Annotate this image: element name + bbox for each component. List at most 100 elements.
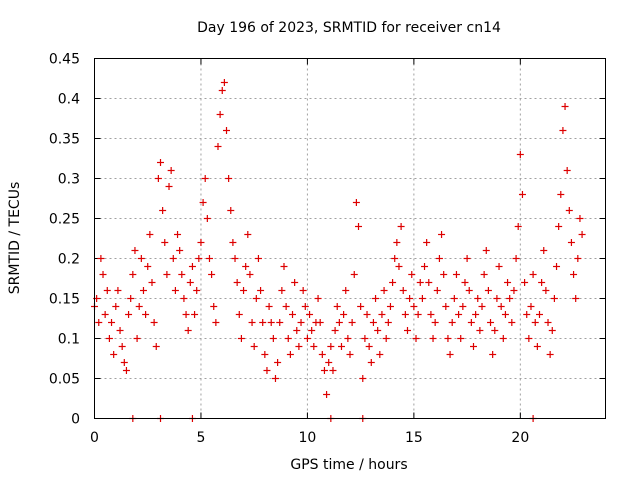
data-point <box>352 199 360 206</box>
data-point <box>297 319 305 326</box>
data-point <box>242 263 250 270</box>
data-point <box>118 343 126 350</box>
data-point <box>299 287 307 294</box>
data-point <box>327 343 335 350</box>
data-point <box>120 359 128 366</box>
data-point <box>382 335 390 342</box>
data-point <box>254 255 262 262</box>
data-point <box>531 319 539 326</box>
data-point <box>280 263 288 270</box>
data-point <box>535 311 543 318</box>
data-point <box>101 311 109 318</box>
y-tick-label: 0.25 <box>49 212 80 228</box>
data-point <box>406 295 414 302</box>
data-point <box>103 287 111 294</box>
data-point <box>146 231 154 238</box>
data-point <box>301 303 309 310</box>
data-point <box>572 295 580 302</box>
data-point <box>178 271 186 278</box>
data-point <box>386 303 394 310</box>
data-point <box>329 367 337 374</box>
data-point <box>472 311 480 318</box>
y-tick-label: 0.1 <box>58 332 80 348</box>
data-point <box>397 223 405 230</box>
data-point <box>199 199 207 206</box>
data-point <box>320 367 328 374</box>
data-point <box>150 319 158 326</box>
data-point <box>267 319 275 326</box>
data-point <box>282 303 290 310</box>
data-point <box>276 319 284 326</box>
data-point <box>184 327 192 334</box>
data-point <box>506 295 514 302</box>
data-point <box>108 319 116 326</box>
data-point <box>191 311 199 318</box>
data-point <box>391 255 399 262</box>
data-point <box>182 311 190 318</box>
data-point <box>574 255 582 262</box>
data-point <box>359 375 367 382</box>
data-point <box>348 319 356 326</box>
data-point <box>578 231 586 238</box>
data-point <box>157 159 165 166</box>
data-point <box>516 151 524 158</box>
data-point <box>423 239 431 246</box>
data-point <box>478 303 486 310</box>
data-point <box>203 215 211 222</box>
data-point <box>538 279 546 286</box>
data-point <box>529 271 537 278</box>
data-point <box>333 303 341 310</box>
data-point <box>310 343 318 350</box>
data-point <box>546 351 554 358</box>
data-point <box>412 335 420 342</box>
data-point <box>212 319 220 326</box>
data-point <box>161 239 169 246</box>
data-point <box>97 255 105 262</box>
data-points <box>91 79 586 422</box>
data-point <box>374 327 382 334</box>
data-point <box>459 303 467 310</box>
data-point <box>393 239 401 246</box>
data-point <box>265 303 273 310</box>
data-point <box>410 303 418 310</box>
data-point <box>372 295 380 302</box>
data-point <box>139 287 147 294</box>
data-point <box>431 319 439 326</box>
data-point <box>403 327 411 334</box>
data-point <box>489 351 497 358</box>
data-point <box>295 343 303 350</box>
data-point <box>323 391 331 398</box>
data-point <box>337 343 345 350</box>
data-point <box>306 311 314 318</box>
data-point <box>518 191 526 198</box>
data-point <box>233 279 241 286</box>
data-point <box>438 231 446 238</box>
grid-lines <box>94 58 606 419</box>
data-point <box>550 295 558 302</box>
data-point <box>567 239 575 246</box>
data-point <box>220 79 228 86</box>
data-point <box>154 175 162 182</box>
y-tick-label: 0.45 <box>49 52 80 68</box>
x-tick-label: 10 <box>299 430 317 446</box>
y-tick-label: 0.35 <box>49 132 80 148</box>
data-point <box>110 351 118 358</box>
x-tick-label: 5 <box>196 430 205 446</box>
data-point <box>99 271 107 278</box>
data-point <box>452 271 460 278</box>
x-tick-label: 15 <box>405 430 423 446</box>
data-point <box>367 359 375 366</box>
data-point <box>565 207 573 214</box>
data-point <box>169 255 177 262</box>
data-point <box>237 335 245 342</box>
data-point <box>148 279 156 286</box>
data-point <box>378 311 386 318</box>
data-point <box>142 311 150 318</box>
data-point <box>455 311 463 318</box>
data-point <box>533 343 541 350</box>
data-point <box>576 215 584 222</box>
data-point <box>344 335 352 342</box>
